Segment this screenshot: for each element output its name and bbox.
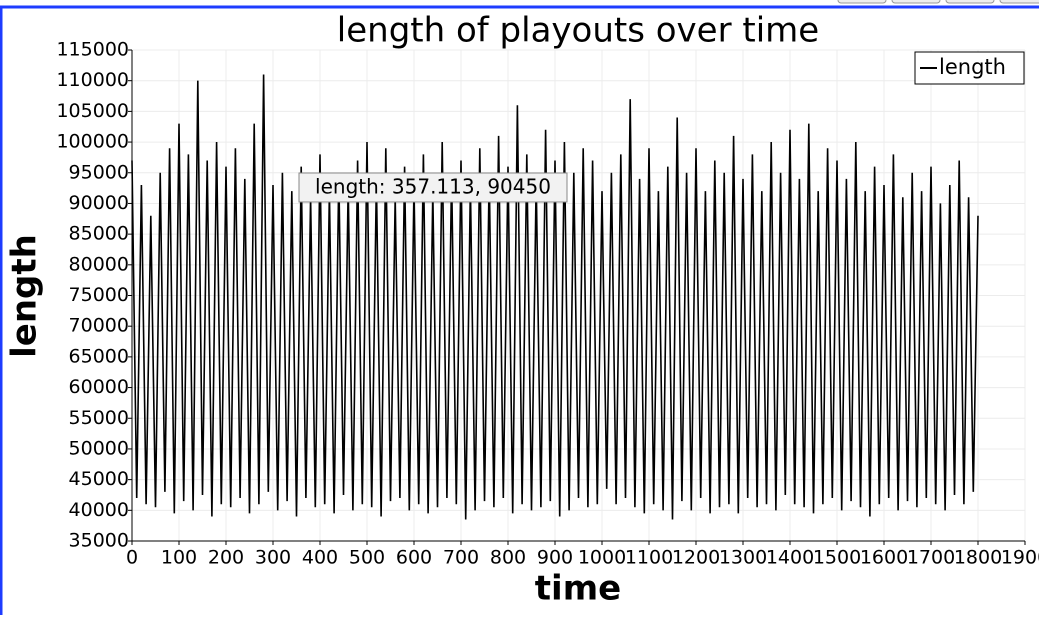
x-tick-label: 500 (349, 547, 385, 569)
x-tick-label: 0 (126, 547, 138, 569)
x-tick-label: 600 (396, 547, 432, 569)
chart-title: length of playouts over time (337, 11, 819, 51)
tooltip-text: length: 357.113, 90450 (315, 175, 551, 199)
window-button[interactable] (837, 0, 887, 4)
legend-label: length (939, 55, 1006, 79)
y-tick-label: 115000 (56, 39, 129, 61)
legend: length (914, 51, 1025, 85)
y-tick-label: 55000 (69, 407, 129, 429)
window-button[interactable] (891, 0, 941, 4)
x-tick-label: 800 (490, 547, 526, 569)
y-tick-label: 70000 (69, 315, 129, 337)
y-tick-label: 60000 (69, 376, 129, 398)
x-tick-label: 1000 (578, 547, 626, 569)
window-button[interactable] (999, 0, 1039, 4)
x-tick-label: 1100 (625, 547, 673, 569)
x-tick-label: 200 (208, 547, 244, 569)
window-button[interactable] (945, 0, 995, 4)
y-tick-label: 75000 (69, 284, 129, 306)
y-tick-label: 40000 (69, 499, 129, 521)
axes: 35000 40000 45000 50000 55000 60000 65000 70000… (56, 39, 1039, 569)
x-tick-label: 1200 (672, 547, 720, 569)
y-tick-label: 85000 (69, 223, 129, 245)
x-tick-label: 1700 (907, 547, 955, 569)
tooltip-box (298, 172, 568, 203)
x-tick-label: 1800 (954, 547, 1002, 569)
y-tick-label: 90000 (69, 192, 129, 214)
series-line (131, 74, 979, 520)
y-tick-label: 105000 (56, 100, 129, 122)
y-tick-label: 65000 (69, 345, 129, 367)
y-tick-label: 110000 (56, 69, 129, 91)
y-tick-label: 95000 (69, 161, 129, 183)
x-tick-label: 400 (302, 547, 338, 569)
x-tick-label: 1400 (766, 547, 814, 569)
x-tick-label: 100 (161, 547, 197, 569)
y-axis-label: length (5, 234, 45, 358)
x-tick-label: 700 (443, 547, 479, 569)
tooltip: length: 357.113, 90450 (298, 172, 568, 203)
x-tick-label: 1600 (860, 547, 908, 569)
y-tick-label: 45000 (69, 468, 129, 490)
x-tick-label: 900 (537, 547, 573, 569)
x-tick-label: 300 (255, 547, 291, 569)
plot-area (131, 74, 979, 520)
y-tick-label: 50000 (69, 437, 129, 459)
x-axis-label: time (535, 569, 621, 609)
x-tick-label: 1300 (719, 547, 767, 569)
y-tick-label: 100000 (56, 131, 129, 153)
y-tick-label: 80000 (69, 253, 129, 275)
y-tick-label: 35000 (69, 530, 129, 552)
x-tick-label: 1900 (1001, 547, 1039, 569)
x-tick-label: 1500 (813, 547, 861, 569)
